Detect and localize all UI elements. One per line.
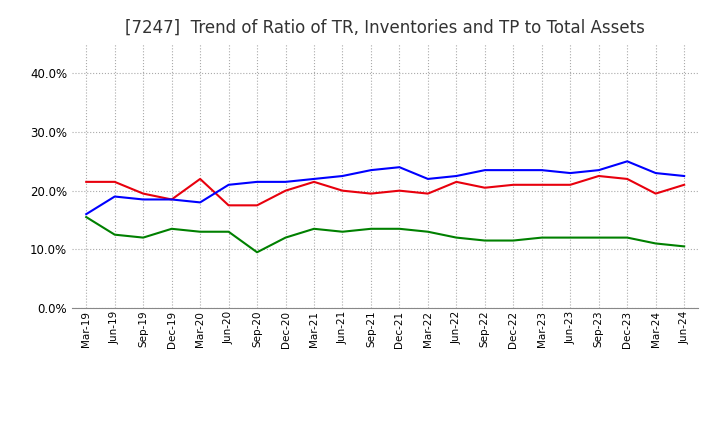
Trade Payables	[395, 226, 404, 231]
Inventories	[110, 194, 119, 199]
Trade Payables	[196, 229, 204, 235]
Trade Payables	[338, 229, 347, 235]
Trade Receivables	[282, 188, 290, 193]
Inventories	[139, 197, 148, 202]
Inventories	[366, 168, 375, 173]
Trade Payables	[110, 232, 119, 237]
Inventories	[423, 176, 432, 182]
Trade Receivables	[225, 203, 233, 208]
Inventories	[253, 179, 261, 184]
Trade Receivables	[395, 188, 404, 193]
Trade Receivables	[139, 191, 148, 196]
Trade Receivables	[167, 197, 176, 202]
Trade Payables	[623, 235, 631, 240]
Inventories	[310, 176, 318, 182]
Line: Trade Payables: Trade Payables	[86, 217, 684, 252]
Line: Inventories: Inventories	[86, 161, 684, 214]
Inventories	[509, 168, 518, 173]
Trade Receivables	[310, 179, 318, 184]
Trade Payables	[139, 235, 148, 240]
Title: [7247]  Trend of Ratio of TR, Inventories and TP to Total Assets: [7247] Trend of Ratio of TR, Inventories…	[125, 19, 645, 37]
Inventories	[282, 179, 290, 184]
Inventories	[82, 212, 91, 217]
Trade Receivables	[623, 176, 631, 182]
Line: Trade Receivables: Trade Receivables	[86, 176, 684, 205]
Trade Receivables	[652, 191, 660, 196]
Trade Payables	[225, 229, 233, 235]
Trade Payables	[680, 244, 688, 249]
Inventories	[167, 197, 176, 202]
Trade Receivables	[253, 203, 261, 208]
Inventories	[452, 173, 461, 179]
Trade Receivables	[452, 179, 461, 184]
Trade Payables	[167, 226, 176, 231]
Trade Payables	[652, 241, 660, 246]
Trade Receivables	[338, 188, 347, 193]
Trade Receivables	[566, 182, 575, 187]
Trade Receivables	[196, 176, 204, 182]
Trade Receivables	[595, 173, 603, 179]
Trade Receivables	[110, 179, 119, 184]
Trade Payables	[480, 238, 489, 243]
Trade Payables	[566, 235, 575, 240]
Inventories	[338, 173, 347, 179]
Trade Payables	[509, 238, 518, 243]
Trade Payables	[366, 226, 375, 231]
Trade Receivables	[423, 191, 432, 196]
Inventories	[196, 200, 204, 205]
Trade Receivables	[366, 191, 375, 196]
Inventories	[595, 168, 603, 173]
Trade Payables	[423, 229, 432, 235]
Trade Payables	[253, 249, 261, 255]
Inventories	[480, 168, 489, 173]
Inventories	[623, 159, 631, 164]
Inventories	[680, 173, 688, 179]
Trade Receivables	[480, 185, 489, 191]
Inventories	[225, 182, 233, 187]
Trade Payables	[310, 226, 318, 231]
Trade Receivables	[537, 182, 546, 187]
Inventories	[652, 170, 660, 176]
Trade Payables	[82, 214, 91, 220]
Trade Receivables	[82, 179, 91, 184]
Trade Receivables	[680, 182, 688, 187]
Trade Payables	[537, 235, 546, 240]
Trade Payables	[595, 235, 603, 240]
Inventories	[395, 165, 404, 170]
Inventories	[537, 168, 546, 173]
Trade Payables	[452, 235, 461, 240]
Inventories	[566, 170, 575, 176]
Trade Payables	[282, 235, 290, 240]
Trade Receivables	[509, 182, 518, 187]
